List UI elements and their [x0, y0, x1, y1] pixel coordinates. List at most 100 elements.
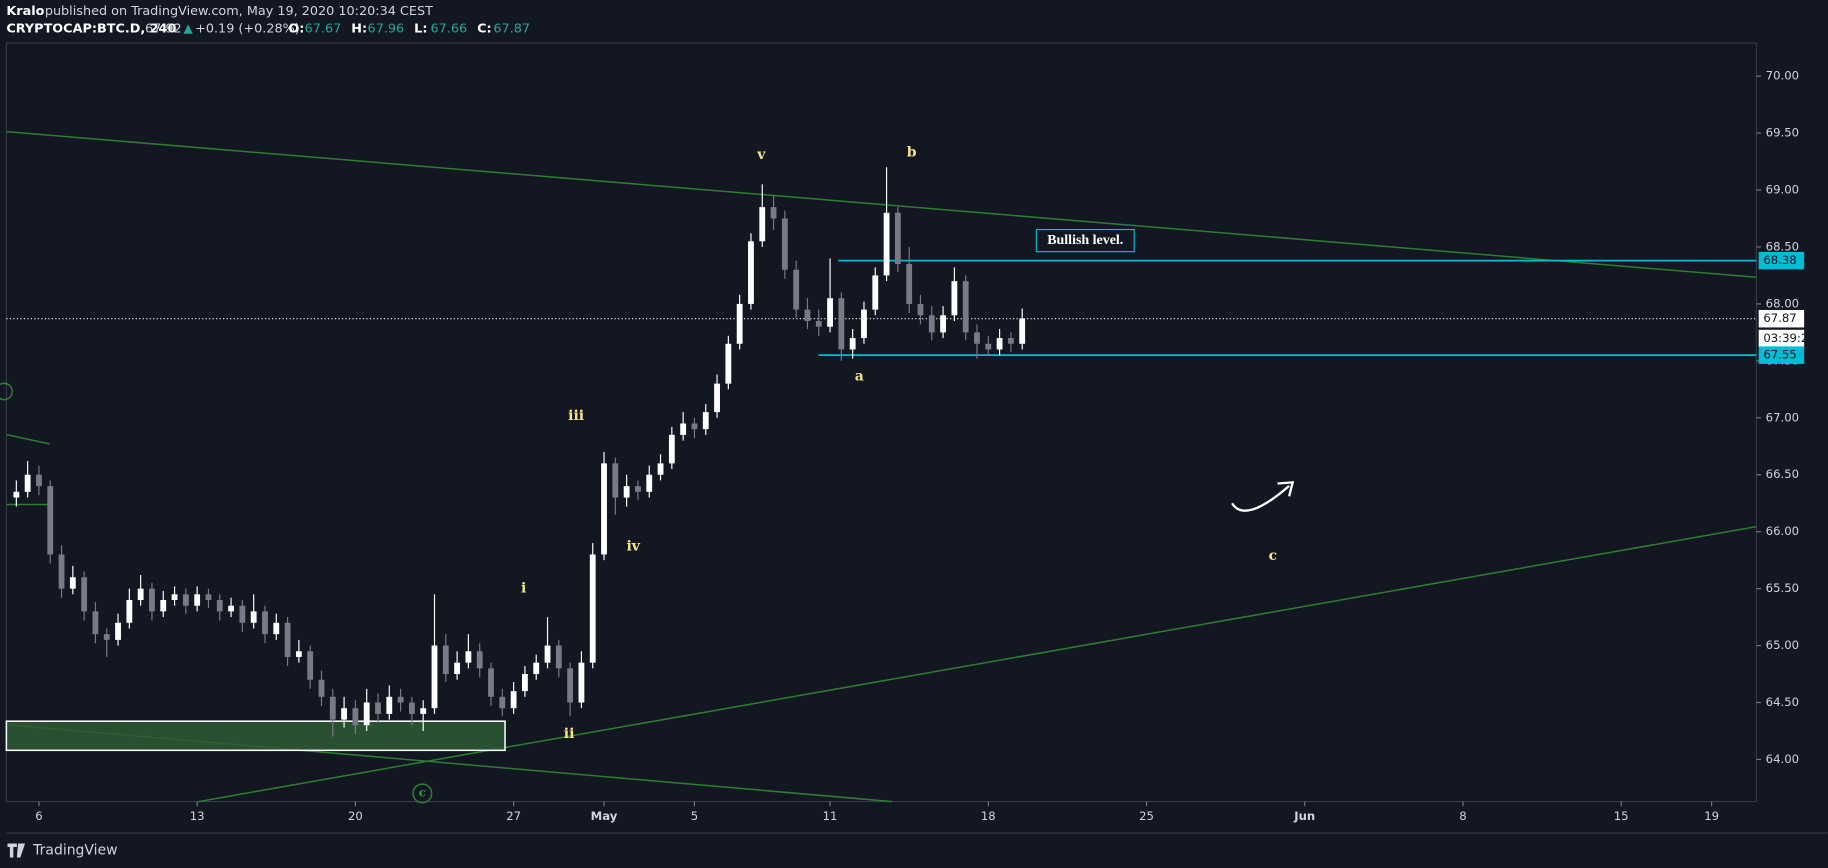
candle-body: [872, 275, 879, 310]
candle-body: [295, 651, 302, 657]
candle-body: [838, 298, 845, 350]
candle-body: [397, 696, 404, 703]
candle-body: [522, 674, 528, 692]
candle-body: [646, 474, 653, 492]
candle-body: [951, 281, 958, 316]
last-price-label-box: [1758, 309, 1805, 328]
candle-body: [996, 338, 1003, 350]
countdown-box: [1758, 329, 1805, 348]
candle-body: [386, 696, 393, 714]
candle-body: [92, 611, 99, 635]
candle-body: [476, 651, 483, 669]
candle-body: [635, 486, 641, 492]
candle-body: [205, 594, 212, 601]
candle-body: [578, 662, 585, 703]
y-tick-label: 66.00: [1766, 524, 1799, 538]
candle-body: [849, 338, 856, 350]
candle-body: [668, 434, 675, 464]
candle-body: [250, 611, 257, 623]
candle-body: [499, 696, 506, 709]
candle-body: [781, 218, 788, 270]
y-tick-label: 64.00: [1766, 752, 1799, 766]
candle-body: [510, 691, 517, 709]
trendline: [198, 525, 1757, 803]
candle-body: [420, 708, 427, 714]
candle-body: [13, 491, 20, 498]
candle-body: [691, 423, 698, 430]
candle-body: [465, 651, 472, 663]
candle-body: [974, 332, 980, 344]
candle-body: [714, 383, 720, 413]
ohlc-label: C:: [477, 22, 492, 37]
marks: 64.0064.5065.0065.5066.0066.5067.0067.50…: [6, 69, 1816, 823]
curved-arrow: [1231, 481, 1295, 512]
logo: [7, 843, 26, 858]
countdown: 03:39:27: [1763, 331, 1815, 345]
candle-body: [341, 708, 347, 720]
candle-body: [171, 594, 178, 601]
ohlc-label: H:: [351, 22, 367, 37]
candle-body: [24, 474, 31, 492]
candle-body: [827, 298, 833, 327]
x-tick-label: May: [591, 809, 618, 823]
candle-body: [962, 281, 969, 333]
candle-body: [657, 463, 664, 475]
candle-body: [544, 645, 551, 663]
last-price-label: 67.87: [1763, 311, 1796, 325]
candle-body: [533, 662, 540, 675]
last-value: 67.92: [145, 22, 182, 37]
candle-body: [1007, 338, 1014, 344]
candle-body: [725, 343, 732, 384]
candle-body: [906, 264, 913, 304]
note-box: [1035, 228, 1135, 253]
ohlc-value: 67.87: [493, 22, 530, 37]
y-tick-label: 70.00: [1766, 69, 1799, 83]
candle-body: [589, 554, 596, 663]
candle-body: [883, 212, 890, 276]
candle-body: [307, 651, 314, 680]
y-tick-label: 65.50: [1766, 581, 1799, 595]
x-tick-label: 11: [823, 809, 838, 823]
candle-body: [69, 577, 76, 589]
candle-body: [612, 463, 619, 498]
change: +0.19 (+0.28%): [195, 22, 300, 37]
x-tick-label: 15: [1614, 809, 1629, 823]
candle-body: [408, 702, 415, 714]
wave-label: iv: [626, 538, 640, 554]
candle-body: [149, 588, 155, 612]
drawings: [0, 130, 1757, 804]
candle-body: [940, 315, 946, 333]
candle-body: [454, 662, 461, 675]
wave-label: v: [756, 147, 766, 163]
x-tick-label: 20: [348, 809, 363, 823]
x-tick-label: 19: [1704, 809, 1719, 823]
candle-body: [318, 679, 325, 697]
wave-circle: [0, 382, 13, 401]
candle-body: [58, 554, 65, 589]
wave-circle: [412, 783, 433, 804]
ohlc-value: 67.67: [305, 22, 342, 37]
candle-body: [917, 303, 924, 316]
candle-body: [160, 600, 167, 612]
symbol: CRYPTOCAP:BTC.D, 240: [6, 22, 176, 37]
candle-body: [759, 207, 766, 242]
candle-body: [1019, 318, 1026, 344]
ohlc-value: 67.96: [368, 22, 405, 37]
x-tick-label: 18: [981, 809, 996, 823]
publisher: Kralo: [6, 4, 44, 19]
ohlc-label: O:: [288, 22, 304, 37]
candle-body: [239, 605, 246, 623]
x-tick-label: 5: [691, 809, 698, 823]
support-zone: [5, 720, 506, 752]
candle-body: [262, 611, 268, 635]
candle-body: [555, 645, 562, 669]
level-label-box: [1758, 251, 1805, 270]
candle-body: [352, 708, 359, 726]
candle-body: [126, 600, 133, 623]
candle-body: [103, 634, 110, 640]
wave-label: a: [855, 368, 864, 384]
candle-body: [194, 594, 201, 606]
x-tick-label: 6: [35, 809, 42, 823]
candle-body: [623, 486, 630, 498]
